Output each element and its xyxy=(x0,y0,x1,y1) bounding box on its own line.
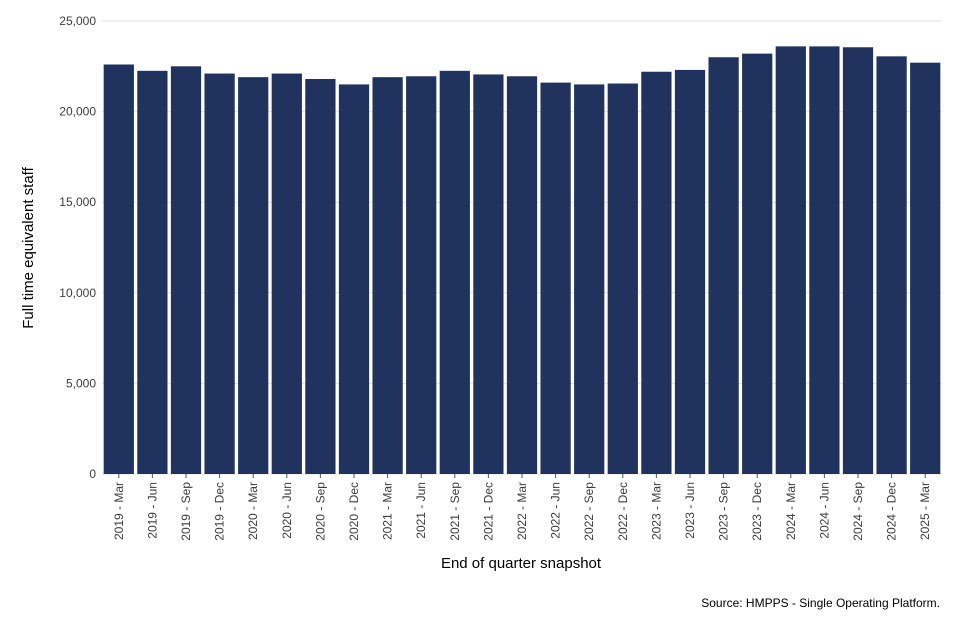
bar xyxy=(506,76,538,475)
y-tick-label: 5,000 xyxy=(66,376,96,390)
x-tick-label: 2020 - Mar xyxy=(246,482,260,540)
bar xyxy=(473,74,504,474)
bar xyxy=(674,69,706,474)
bar xyxy=(103,64,134,474)
x-tick-label: 2019 - Sep xyxy=(179,482,193,541)
bar xyxy=(574,84,605,475)
y-tick-label: 0 xyxy=(89,467,96,481)
x-tick-label: 2019 - Jun xyxy=(145,482,159,539)
bar xyxy=(305,78,336,474)
x-tick-label: 2022 - Dec xyxy=(616,482,630,541)
x-tick-label: 2024 - Dec xyxy=(885,482,899,541)
x-tick-label: 2024 - Mar xyxy=(784,482,798,540)
x-tick-label: 2022 - Jun xyxy=(549,482,563,539)
x-tick-label: 2021 - Mar xyxy=(381,482,395,540)
bar xyxy=(137,70,168,474)
bar xyxy=(338,84,370,475)
x-tick-label: 2022 - Mar xyxy=(515,482,529,540)
x-tick-label: 2019 - Mar xyxy=(112,482,126,540)
bar xyxy=(809,46,840,474)
y-axis-title: Full time equivalent staff xyxy=(20,166,37,328)
x-tick-label: 2020 - Jun xyxy=(280,482,294,539)
x-axis-title: End of quarter snapshot xyxy=(441,555,602,572)
x-tick-label: 2023 - Dec xyxy=(750,482,764,541)
x-tick-label: 2023 - Mar xyxy=(649,482,663,540)
bar xyxy=(708,57,739,475)
bar xyxy=(910,62,941,475)
bar xyxy=(204,73,235,474)
bar xyxy=(607,83,638,474)
x-axis-ticks: 2019 - Mar 2019 - Jun 2019 - Sep 2019 - Dec… xyxy=(112,474,932,541)
x-tick-label: 2023 - Jun xyxy=(683,482,697,539)
bars xyxy=(103,46,941,475)
x-tick-label: 2021 - Dec xyxy=(481,482,495,541)
bar xyxy=(406,76,437,475)
y-tick-label: 20,000 xyxy=(59,105,96,119)
bar xyxy=(641,71,672,475)
bar xyxy=(238,77,269,474)
x-tick-label: 2024 - Sep xyxy=(851,482,865,541)
x-tick-label: 2021 - Sep xyxy=(448,482,462,541)
y-tick-label: 15,000 xyxy=(59,195,96,209)
bar xyxy=(876,56,907,475)
x-tick-label: 2020 - Dec xyxy=(347,482,361,541)
bar xyxy=(271,73,302,474)
y-axis-ticks: 0 5,000 10,000 15,000 20,000 25,000 xyxy=(59,14,96,481)
x-tick-label: 2020 - Sep xyxy=(313,482,327,541)
bar xyxy=(439,70,470,474)
bar xyxy=(170,66,202,475)
x-tick-label: 2022 - Sep xyxy=(582,482,596,541)
y-tick-label: 25,000 xyxy=(59,14,96,28)
bar xyxy=(775,46,806,474)
bar xyxy=(540,82,571,474)
bar xyxy=(372,77,403,474)
y-tick-label: 10,000 xyxy=(59,286,96,300)
x-tick-label: 2023 - Sep xyxy=(717,482,731,541)
x-tick-label: 2024 - Jun xyxy=(817,482,831,539)
x-tick-label: 2025 - Mar xyxy=(918,482,932,540)
x-tick-label: 2021 - Jun xyxy=(414,482,428,539)
bar xyxy=(742,53,773,475)
bar xyxy=(842,47,874,475)
x-tick-label: 2019 - Dec xyxy=(213,482,227,541)
source-note: Source: HMPPS - Single Operating Platfor… xyxy=(701,596,940,610)
